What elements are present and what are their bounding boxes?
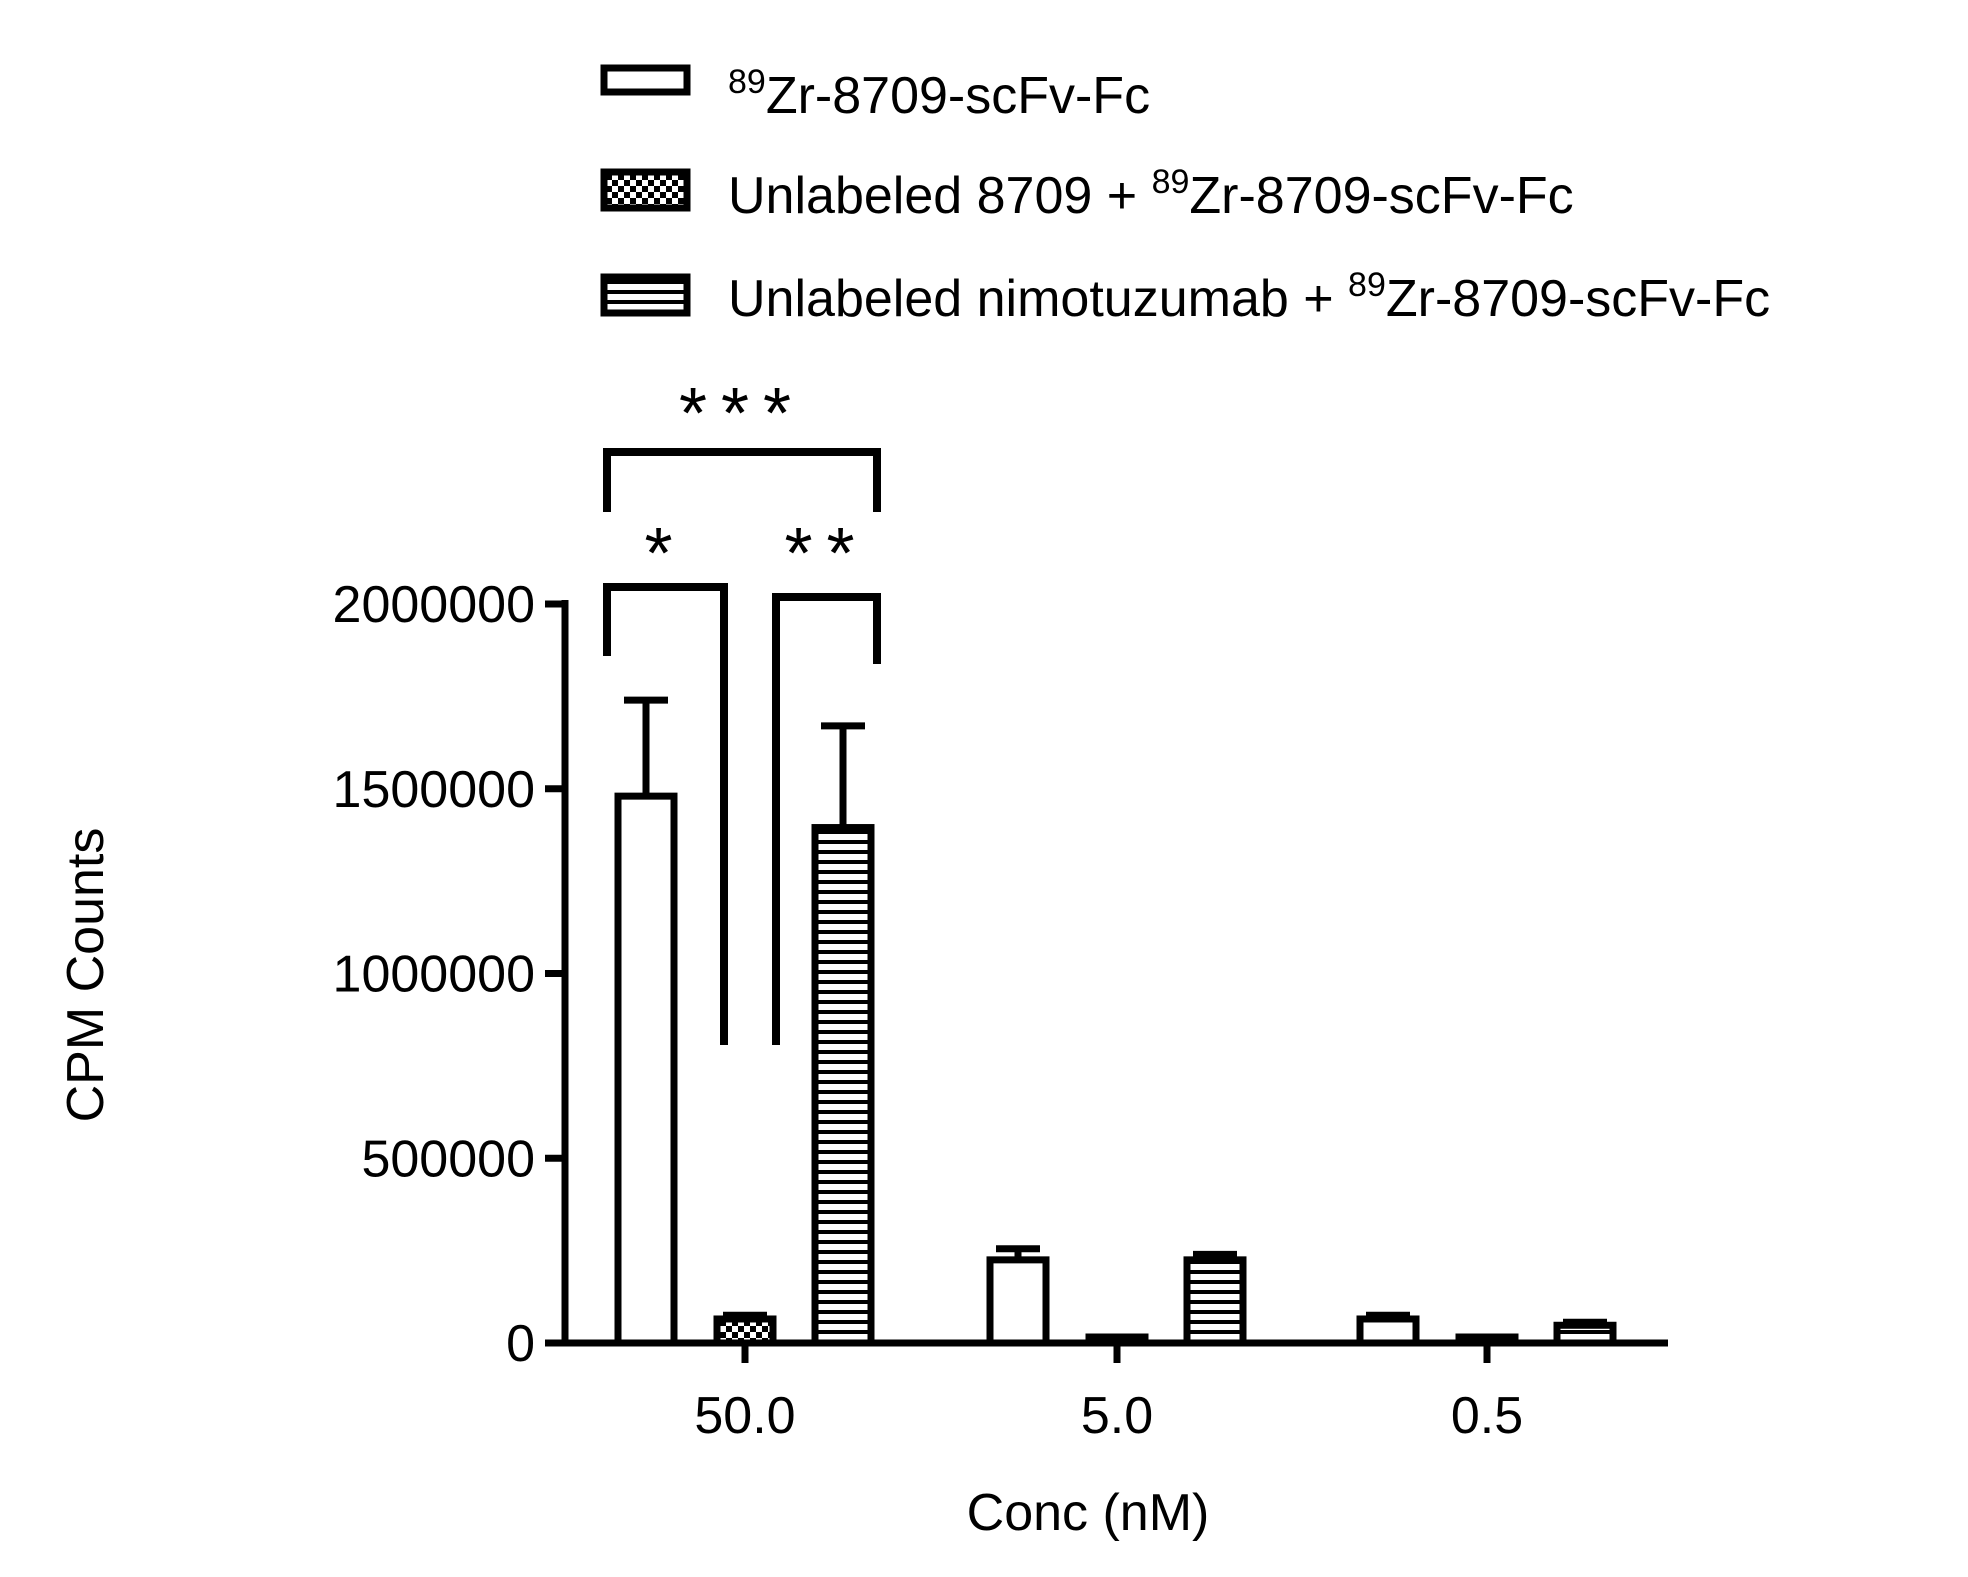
y-tick-label: 500000 <box>361 1130 535 1188</box>
y-tick-label: 0 <box>506 1315 535 1373</box>
y-tick-label: 1000000 <box>333 946 535 1004</box>
legend-item-0: 89Zr-8709-scFv-Fc <box>600 63 1150 125</box>
y-axis-title: CPM Counts <box>57 828 115 1123</box>
x-tick-label: 5.0 <box>1081 1387 1153 1445</box>
significance-label: *** <box>679 374 805 454</box>
significance-label: * <box>644 514 686 594</box>
significance-label: ** <box>784 514 868 594</box>
significance-bracket <box>772 593 881 1045</box>
legend: 89Zr-8709-scFv-Fc Unlabeled 8709 + 89Zr-… <box>600 63 1770 328</box>
legend-swatch-checker <box>600 168 691 212</box>
significance-bracket <box>603 448 881 512</box>
legend-label-1: Unlabeled 8709 + 89Zr-8709-scFv-Fc <box>728 163 1574 225</box>
bar <box>1356 1315 1420 1347</box>
legend-label-0-sup: 89 <box>728 63 766 101</box>
significance-bracket <box>603 583 728 1045</box>
bar <box>1085 1333 1149 1347</box>
bar <box>1553 1321 1617 1347</box>
x-tick-label: 50.0 <box>694 1387 795 1445</box>
y-tick-label: 1500000 <box>333 761 535 819</box>
legend-label-1-pre: Unlabeled 8709 + <box>728 167 1152 225</box>
axes: 0 500000 1000000 1500000 2000000 50.0 5.0 0.5 <box>333 576 1668 1445</box>
legend-label-1-text: Zr-8709-scFv-Fc <box>1189 167 1573 225</box>
bar <box>713 1315 777 1347</box>
x-tick-label: 0.5 <box>1451 1387 1523 1445</box>
y-tick-label: 2000000 <box>333 576 535 634</box>
legend-swatch-open <box>600 64 691 96</box>
legend-label-2-pre: Unlabeled nimotuzumab + <box>728 270 1348 328</box>
legend-label-2: Unlabeled nimotuzumab + 89Zr-8709-scFv-F… <box>728 266 1770 328</box>
legend-label-1-sup: 89 <box>1152 163 1190 201</box>
legend-label-0: 89Zr-8709-scFv-Fc <box>728 63 1150 125</box>
significance-brackets: **** ** <box>603 374 881 1045</box>
legend-label-2-text: Zr-8709-scFv-Fc <box>1386 270 1770 328</box>
legend-item-1: Unlabeled 8709 + 89Zr-8709-scFv-Fc <box>600 163 1574 225</box>
legend-swatch-hstripes <box>600 273 691 317</box>
x-axis-title: Conc (nM) <box>967 1484 1210 1542</box>
legend-item-2: Unlabeled nimotuzumab + 89Zr-8709-scFv-F… <box>600 266 1770 328</box>
legend-label-2-sup: 89 <box>1348 266 1386 304</box>
bar <box>614 792 678 1347</box>
bar <box>811 824 875 1347</box>
legend-label-0-text: Zr-8709-scFv-Fc <box>766 67 1150 125</box>
bar <box>1183 1256 1247 1347</box>
bars <box>614 696 1617 1347</box>
bar <box>986 1256 1050 1347</box>
bar <box>1455 1333 1519 1347</box>
